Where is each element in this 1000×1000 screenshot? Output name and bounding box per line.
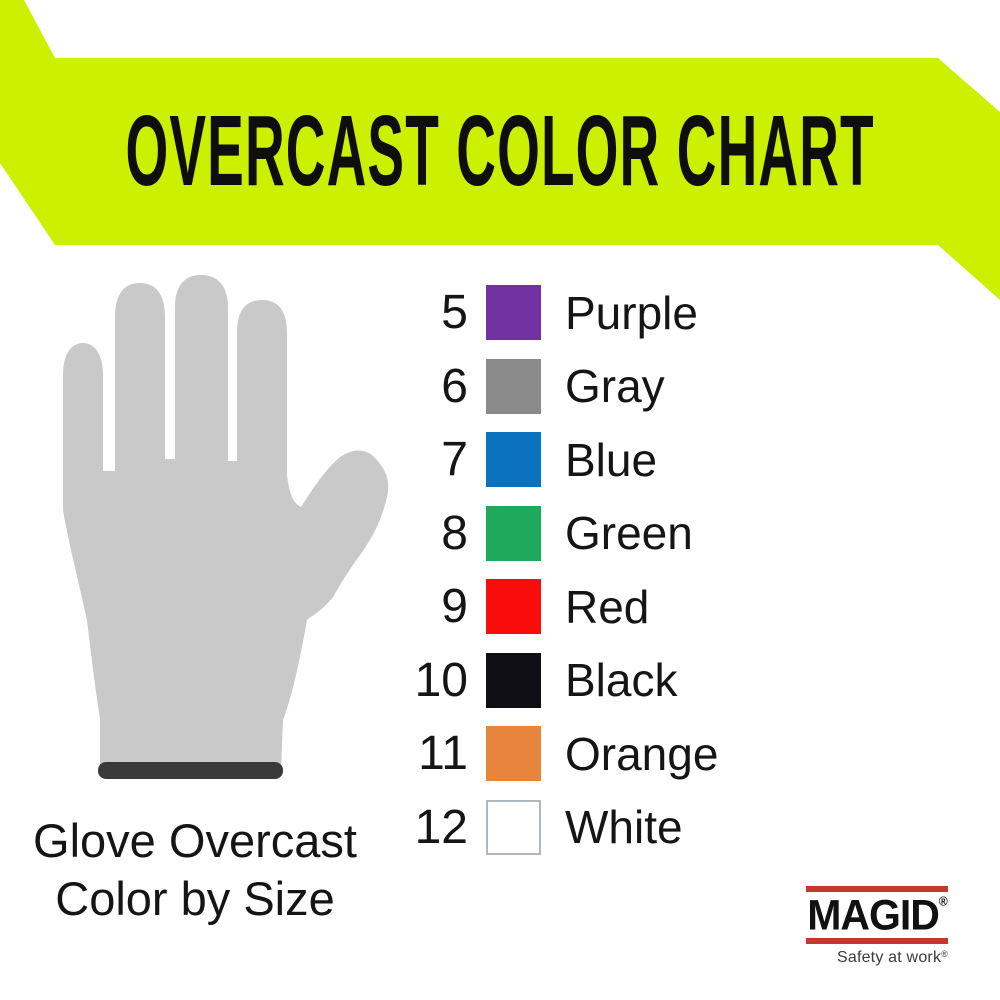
glove-caption-line2: Color by Size (55, 872, 335, 925)
logo-wordmark: MAGID® (806, 892, 948, 938)
color-name: Purple (565, 286, 698, 339)
legend-row-size-8: 8 Green (414, 505, 718, 561)
color-swatch-red (486, 579, 541, 634)
color-swatch-black (486, 652, 541, 708)
legend-row-size-6: 6 Gray (414, 358, 718, 414)
size-number: 6 (441, 359, 468, 413)
color-swatch-blue (486, 432, 541, 487)
logo-tagline-text: Safety at work (836, 949, 942, 966)
color-swatch-purple (486, 285, 541, 340)
legend-row-size-11: 11 Orange (414, 726, 718, 781)
glove-hand-shape (63, 275, 389, 771)
registered-mark-icon: ® (938, 894, 948, 909)
legend-row-size-5: 5 Purple (414, 285, 718, 340)
size-number: 5 (441, 286, 468, 339)
magid-logo: MAGID® Safety at work® (806, 886, 948, 967)
tagline-registered-mark-icon: ® (941, 949, 948, 959)
size-number: 11 (418, 727, 468, 780)
color-swatch-green (486, 505, 541, 561)
size-number: 8 (441, 506, 468, 560)
color-name: Blue (565, 433, 658, 486)
size-number: 12 (414, 800, 468, 854)
banner-ribbon-shape (0, 0, 1000, 300)
glove-illustration (63, 275, 389, 779)
legend-row-size-10: 10 Black (414, 652, 718, 708)
size-number: 9 (441, 580, 468, 633)
legend-row-size-9: 9 Red (414, 579, 718, 634)
size-number: 7 (441, 433, 468, 486)
color-name: Red (565, 580, 650, 633)
color-name: Black (565, 654, 678, 706)
color-swatch-white (486, 799, 541, 855)
color-swatch-orange (486, 726, 541, 781)
glove-cuff (98, 762, 283, 779)
logo-tagline: Safety at work® (806, 949, 948, 967)
size-number: 10 (414, 653, 468, 707)
color-name: Orange (565, 727, 719, 780)
glove-caption-line1: Glove Overcast (33, 814, 357, 867)
logo-top-bar (806, 886, 948, 892)
banner-ribbon (0, 0, 1000, 300)
size-color-legend: 5 Purple 6 Gray 7 Blue 8 Green 9 Red 10 (414, 285, 718, 873)
color-name: Green (565, 507, 693, 559)
color-name: White (565, 801, 683, 853)
logo-bottom-bar (806, 938, 948, 944)
logo-brand-text: MAGID (807, 891, 940, 939)
legend-row-size-7: 7 Blue (414, 432, 718, 487)
color-name: Gray (565, 360, 665, 412)
legend-row-size-12: 12 White (414, 799, 718, 855)
color-swatch-gray (486, 358, 541, 414)
glove-caption: Glove Overcast Color by Size (20, 812, 370, 928)
